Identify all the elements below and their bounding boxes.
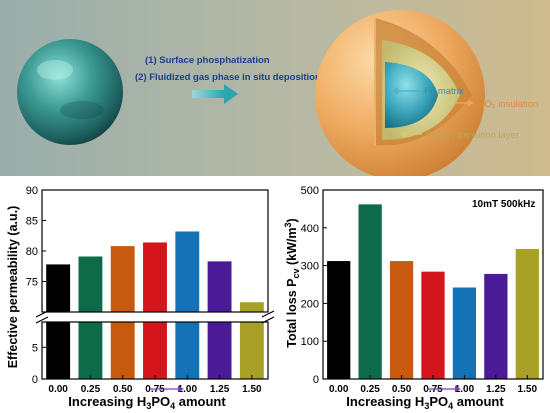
bar-0.75 [143,242,167,379]
x-tick-label: 0.25 [81,384,101,395]
bar-0.50 [389,261,414,379]
x-tick-label: 0.50 [392,384,412,395]
y-tick-label: 0 [32,374,38,386]
y-tick-label: 90 [26,185,38,197]
y-tick-label: 0 [313,374,319,386]
fe-core [385,62,438,128]
bar-1.50 [239,302,264,379]
bar-0.00 [327,261,351,379]
y-tick-label: 100 [301,336,319,348]
step-1-text: (1) Surface phosphatization [145,55,270,66]
total-loss-bars [327,204,539,379]
axis-break-mark [35,316,49,324]
x-axis-label: Increasing H3PO4 amount [346,394,504,411]
process-arrow [192,84,238,104]
x-tick-label: 0.50 [113,384,133,395]
fe-matrix-text: Fe matrix [424,86,464,97]
axis-break-mark [35,310,49,318]
y-axis-label: Effective permeability (a.u.) [6,206,20,369]
x-tick-label: 1.00 [455,384,475,395]
core-shell-particle [315,10,485,176]
y-axis-label: Total loss Pcv (kW/m3) [283,218,301,347]
bar-1.50 [515,248,539,379]
permeability-bars [46,231,264,379]
y-tick-label: 85 [26,216,38,228]
bar-1.00 [452,287,477,379]
fepo4-text: FePO₄ transition layer [426,130,519,141]
y-tick-label: 5 [32,342,38,354]
x-tick-label: 1.25 [486,384,506,395]
bar-0.25 [358,204,382,379]
x-tick-label: 1.50 [242,384,262,395]
sio2-label: SiO₂ insulation [456,99,538,110]
y-tick-label: 300 [301,261,319,273]
x-tick-label: 1.00 [178,384,198,395]
y-tick-label: 400 [301,223,319,235]
bar-1.25 [484,273,508,379]
y-tick-label: 80 [26,246,38,258]
bar-0.00 [46,264,71,379]
bar-0.25 [78,256,103,379]
bar-1.00 [175,231,200,379]
coating-scheme: (1) Surface phosphatization (2) Fluidize… [0,0,550,176]
fe-particle [17,39,123,145]
y-tick-label: 200 [301,298,319,310]
fepo4-label: FePO₄ transition layer [400,130,519,141]
x-axis-label: Increasing H3PO4 amount [68,394,226,411]
x-tick-label: 1.50 [518,384,538,395]
x-tick-label: 0.00 [329,384,349,395]
axis-break-mark [261,310,275,318]
condition-annotation: 10mT 500kHz [472,199,535,210]
step-2-text: (2) Fluidized gas phase in situ depositi… [135,72,321,83]
y-tick-label: 75 [26,277,38,289]
bar-0.75 [421,271,445,379]
sio2-text: SiO₂ insulation [476,99,538,110]
fe-matrix-label: Fe matrix [392,86,464,97]
x-tick-label: 0.00 [48,384,68,395]
x-tick-label: 0.25 [360,384,380,395]
axis-break-mark [261,316,275,324]
bar-0.50 [110,246,135,379]
y-tick-label: 500 [301,185,319,197]
bar-1.25 [207,261,232,379]
x-tick-label: 1.25 [210,384,230,395]
